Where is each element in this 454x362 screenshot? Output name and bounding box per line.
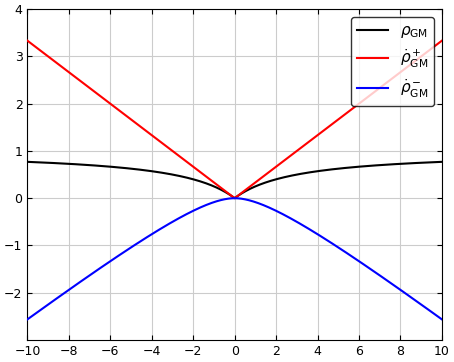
- $\dot{\rho}^-_{\mathrm{GM}}$: [215, 199, 221, 203]
- $\rho_{\mathrm{GM}}$: [439, 160, 444, 164]
- $\dot{\rho}^+_{\mathrm{GM}}$: [439, 38, 444, 43]
- Line: $\rho_{\mathrm{GM}}$: $\rho_{\mathrm{GM}}$: [27, 162, 442, 198]
- $\dot{\rho}^-_{\mathrm{GM}}$: [427, 308, 433, 313]
- $\dot{\rho}^+_{\mathrm{GM}}$: [427, 47, 433, 52]
- $\rho_{\mathrm{GM}}$: [351, 165, 357, 169]
- $\rho_{\mathrm{GM}}$: [427, 160, 433, 164]
- $\dot{\rho}^+_{\mathrm{GM}}$: [351, 105, 357, 110]
- $\rho_{\mathrm{GM}}$: [427, 160, 433, 164]
- $\dot{\rho}^+_{\mathrm{GM}}$: [427, 48, 433, 52]
- $\dot{\rho}^-_{\mathrm{GM}}$: [351, 256, 357, 260]
- $\dot{\rho}^+_{\mathrm{GM}}$: [25, 38, 30, 43]
- $\rho_{\mathrm{GM}}$: [25, 160, 30, 164]
- $\dot{\rho}^-_{\mathrm{GM}}$: [427, 309, 433, 313]
- $\rho_{\mathrm{GM}}$: [226, 192, 232, 197]
- $\dot{\rho}^-_{\mathrm{GM}}$: [46, 302, 51, 306]
- $\dot{\rho}^+_{\mathrm{GM}}$: [46, 55, 51, 59]
- Legend: $\rho_{\mathrm{GM}}$, $\dot{\rho}^+_{\mathrm{GM}}$, $\dot{\rho}^-_{\mathrm{GM}}$: $\rho_{\mathrm{GM}}$, $\dot{\rho}^+_{\ma…: [351, 17, 434, 106]
- $\rho_{\mathrm{GM}}$: [215, 186, 221, 190]
- Line: $\dot{\rho}^-_{\mathrm{GM}}$: $\dot{\rho}^-_{\mathrm{GM}}$: [27, 198, 442, 319]
- $\dot{\rho}^+_{\mathrm{GM}}$: [215, 183, 221, 188]
- $\rho_{\mathrm{GM}}$: [232, 196, 237, 200]
- $\dot{\rho}^+_{\mathrm{GM}}$: [232, 196, 237, 200]
- Line: $\dot{\rho}^+_{\mathrm{GM}}$: $\dot{\rho}^+_{\mathrm{GM}}$: [27, 41, 442, 198]
- $\dot{\rho}^+_{\mathrm{GM}}$: [226, 192, 232, 196]
- $\rho_{\mathrm{GM}}$: [46, 161, 51, 165]
- $\dot{\rho}^-_{\mathrm{GM}}$: [439, 317, 444, 321]
- $\dot{\rho}^-_{\mathrm{GM}}$: [25, 317, 30, 321]
- $\dot{\rho}^-_{\mathrm{GM}}$: [226, 197, 232, 201]
- $\dot{\rho}^-_{\mathrm{GM}}$: [232, 196, 237, 201]
